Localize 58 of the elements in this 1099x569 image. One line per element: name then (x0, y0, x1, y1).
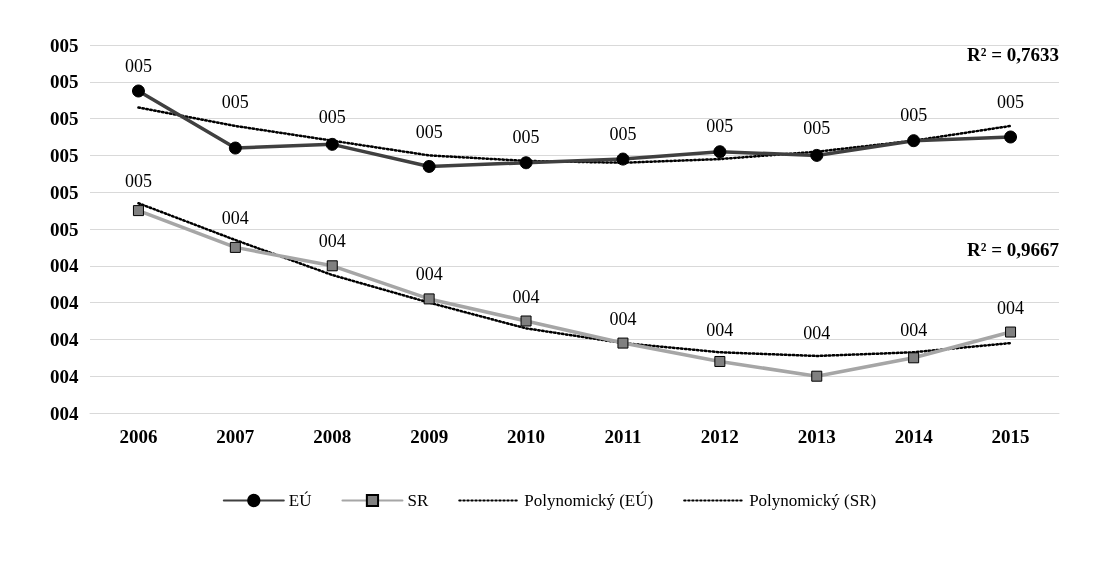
legend-label: Polynomický (EÚ) (524, 491, 654, 510)
data-label: 005 (512, 127, 540, 148)
data-label: 005 (997, 92, 1025, 113)
y-tick-label: 005 (50, 108, 79, 130)
y-tick-label: 005 (50, 218, 79, 240)
point (1005, 326, 1017, 338)
legend-label: Polynomický (SR) (749, 491, 877, 510)
point (907, 134, 921, 148)
point (132, 205, 144, 217)
x-tick-label: 2015 (991, 426, 1030, 447)
x-tick-label: 2007 (216, 426, 255, 447)
point (714, 355, 726, 367)
x-tick-label: 2010 (507, 426, 546, 447)
data-label: 004 (221, 207, 249, 228)
point (520, 315, 532, 327)
x-tick-label: 2011 (604, 426, 642, 447)
data-label: 004 (706, 319, 734, 340)
data-label: 005 (706, 116, 734, 137)
annotation: R² = 0,9667 (967, 239, 1060, 260)
legend-label: EÚ (288, 491, 312, 510)
data-label: 004 (512, 286, 540, 307)
point (811, 370, 823, 382)
point (617, 337, 629, 349)
y-tick-label: 005 (50, 34, 79, 56)
y-tick-label: 005 (50, 144, 79, 166)
data-label: 005 (900, 105, 928, 126)
point (326, 260, 338, 272)
x-tick-label: 2012 (700, 426, 739, 447)
x-tick-label: 2006 (119, 426, 158, 447)
y-tick-label: 004 (50, 255, 79, 277)
data-label: 005 (415, 121, 443, 142)
legend-label: SR (407, 491, 429, 510)
point (908, 352, 920, 364)
x-tick-label: 2014 (894, 426, 934, 447)
x-tick-label: 2009 (410, 426, 449, 447)
y-tick-label: 004 (50, 402, 79, 424)
data-label: 005 (221, 92, 249, 113)
y-tick-label: 005 (50, 71, 79, 93)
y-tick-label: 005 (50, 181, 79, 203)
annotation: R² = 0,7633 (967, 44, 1060, 65)
x-tick-label: 2013 (797, 426, 836, 447)
data-label: 005 (803, 118, 831, 139)
data-label: 005 (124, 170, 152, 191)
point (229, 241, 241, 253)
data-label: 004 (318, 231, 346, 252)
data-label: 004 (609, 308, 637, 329)
data-label: 004 (900, 319, 928, 340)
data-label: 005 (124, 55, 152, 76)
data-label: 004 (415, 264, 443, 285)
data-label: 005 (318, 107, 346, 128)
y-tick-label: 004 (50, 328, 79, 350)
data-label: 005 (609, 123, 637, 144)
y-tick-label: 004 (50, 365, 79, 387)
data-label: 004 (803, 323, 831, 344)
y-tick-label: 004 (50, 292, 79, 314)
point (423, 293, 435, 305)
x-tick-label: 2008 (313, 426, 352, 447)
data-label: 004 (997, 297, 1025, 318)
